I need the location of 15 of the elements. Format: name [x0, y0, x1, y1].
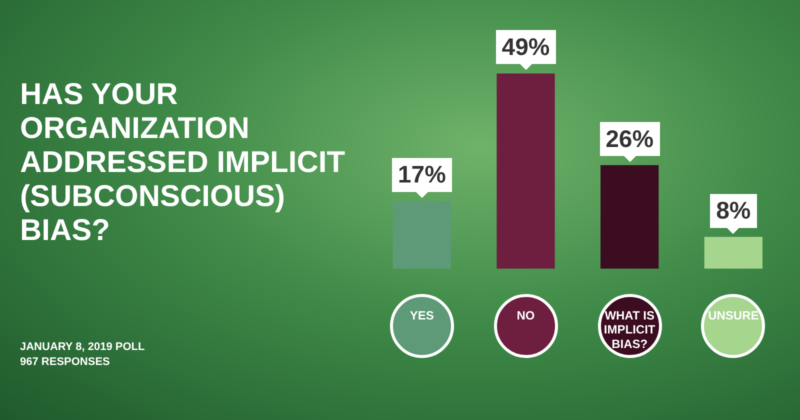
- data-label: 8%: [716, 198, 751, 225]
- bar: [600, 165, 659, 269]
- bar: [496, 73, 555, 269]
- text: HAS YOUR ORGANIZATION ADDRESSED IMPLICIT (SUBCONSCIOUS) BIAS?: [20, 78, 346, 248]
- x-tick-label: UNSURE: [708, 308, 759, 322]
- data-label: 17%: [398, 162, 446, 189]
- data-label: 49%: [502, 34, 550, 62]
- x-tick-label: WHAT IS IMPLICIT BIAS?: [604, 308, 656, 352]
- text: 967 RESPONSES: [20, 355, 111, 370]
- bar: [392, 201, 451, 269]
- x-tick-label: NO: [516, 308, 535, 322]
- bar: [704, 236, 762, 269]
- text: JANUARY 8, 2019 POLL: [20, 340, 145, 355]
- data-label: 26%: [606, 126, 654, 153]
- x-tick-label: YES: [410, 308, 434, 322]
